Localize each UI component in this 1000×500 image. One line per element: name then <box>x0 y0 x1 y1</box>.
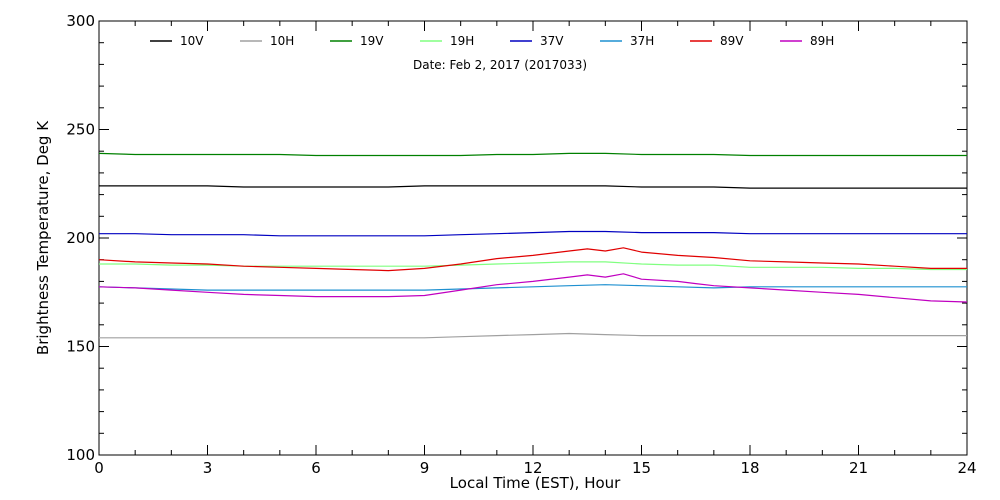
x-tick-label: 21 <box>849 459 868 477</box>
series-line-37v <box>99 230 967 237</box>
series-line-19v <box>98 152 967 157</box>
series-line-89h <box>98 273 968 303</box>
x-tick-label: 0 <box>94 459 104 477</box>
x-tick-label: 18 <box>740 459 759 477</box>
x-axis-title: Local Time (EST), Hour <box>450 474 621 492</box>
legend-label-19h: 19H <box>450 34 474 48</box>
series-line-10v <box>99 185 967 189</box>
x-tick-label: 24 <box>957 459 976 477</box>
x-tick-label: 15 <box>632 459 651 477</box>
legend-label-89v: 89V <box>720 34 744 48</box>
y-tick-label: 300 <box>66 12 95 30</box>
y-axis-title: Brightness Temperature, Deg K <box>34 120 52 355</box>
legend-label-89h: 89H <box>810 34 834 48</box>
axis-ticks: 0 3 6 9 12 15 18 21 24 100 150 200 250 300 <box>66 12 976 477</box>
x-tick-label: 12 <box>523 459 542 477</box>
y-tick-label: 250 <box>66 121 95 139</box>
legend-label-10h: 10H <box>270 34 294 48</box>
series-line-10h <box>99 332 967 339</box>
series-line-37h <box>98 284 967 291</box>
y-tick-label: 100 <box>66 446 95 464</box>
date-annotation: Date: Feb 2, 2017 (2017033) <box>413 58 587 72</box>
x-tick-label: 3 <box>203 459 213 477</box>
x-tick-label: 9 <box>420 459 430 477</box>
series-line-89v <box>98 247 967 272</box>
series-lines <box>98 152 968 339</box>
y-tick-label: 150 <box>66 338 95 356</box>
legend-label-10v: 10V <box>180 34 204 48</box>
legend-label-19v: 19V <box>360 34 384 48</box>
x-tick-label: 6 <box>311 459 321 477</box>
legend-label-37v: 37V <box>540 34 564 48</box>
y-tick-label: 200 <box>66 229 95 247</box>
legend: 10V 10H 19V 19H 37V 37H 89V 89H <box>150 34 834 48</box>
legend-label-37h: 37H <box>630 34 654 48</box>
